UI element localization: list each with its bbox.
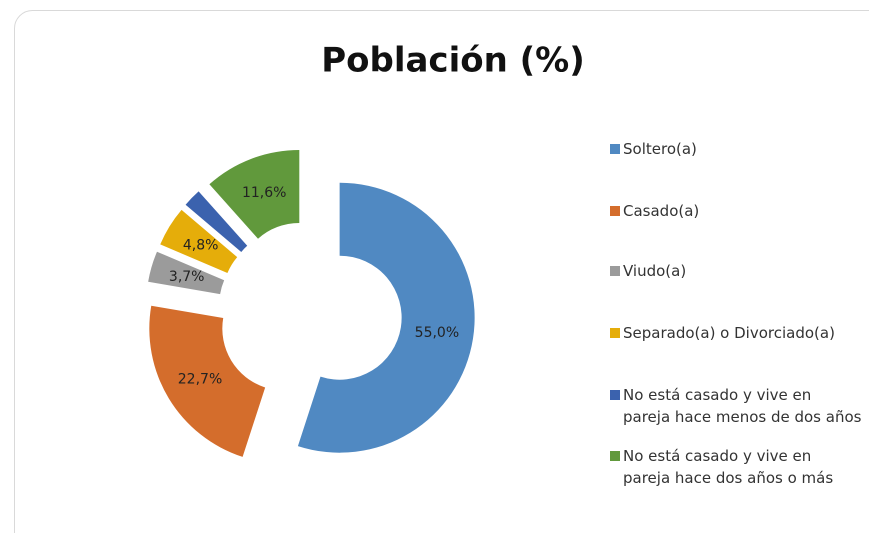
legend-swatch <box>610 328 620 338</box>
legend-swatch <box>610 390 620 400</box>
data-label: 11,6% <box>242 185 286 201</box>
data-label: 55,0% <box>415 325 459 341</box>
donut-slice <box>209 149 300 239</box>
legend-item: Soltero(a) <box>610 138 862 160</box>
legend-item: Viudo(a) <box>610 260 862 282</box>
legend-item: Casado(a) <box>610 200 862 222</box>
donut-slice <box>160 209 238 273</box>
legend-label: Separado(a) o Divorciado(a) <box>623 324 835 342</box>
legend-swatch <box>610 144 620 154</box>
legend-label: Viudo(a) <box>623 262 687 280</box>
donut-slice <box>148 251 225 295</box>
donut-slice <box>185 191 248 252</box>
legend-swatch <box>610 206 620 216</box>
data-label: 3,7% <box>169 269 205 285</box>
donut-slice <box>149 305 266 457</box>
data-label: 22,7% <box>178 371 222 387</box>
legend-label: Soltero(a) <box>623 140 697 158</box>
donut-slice <box>297 182 475 453</box>
legend-swatch <box>610 266 620 276</box>
legend-label: No está casado y vive en pareja hace dos… <box>623 447 834 487</box>
legend-swatch <box>610 451 620 461</box>
legend-label: No está casado y vive en pareja hace men… <box>623 386 862 426</box>
legend-item: Separado(a) o Divorciado(a) <box>610 322 862 344</box>
legend-item: No está casado y vive en pareja hace men… <box>610 384 862 428</box>
chart-title: Población (%) <box>321 41 585 81</box>
data-label: 4,8% <box>183 238 219 254</box>
legend-item: No está casado y vive en pareja hace dos… <box>610 445 862 489</box>
legend-label: Casado(a) <box>623 202 700 220</box>
